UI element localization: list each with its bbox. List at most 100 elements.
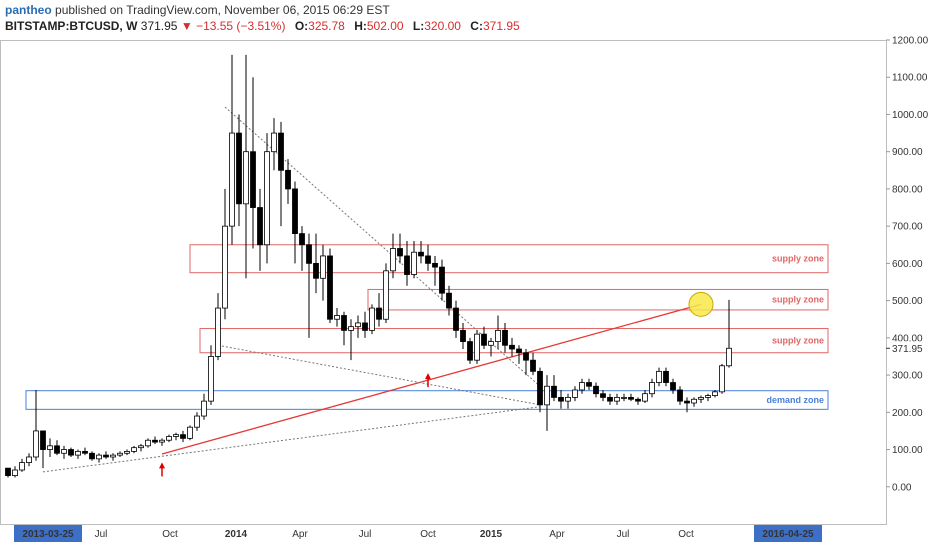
candle[interactable] (628, 393, 634, 402)
candle[interactable] (565, 393, 571, 409)
candle[interactable] (544, 375, 550, 431)
candle[interactable] (355, 315, 361, 338)
candle[interactable] (642, 389, 648, 403)
candle[interactable] (383, 263, 389, 323)
candle[interactable] (26, 453, 32, 467)
candle[interactable] (663, 367, 669, 387)
candle[interactable] (47, 438, 53, 457)
candle[interactable] (684, 397, 690, 413)
candle[interactable] (131, 445, 137, 454)
candle[interactable] (467, 337, 473, 364)
candle[interactable] (208, 345, 214, 405)
candle[interactable] (698, 395, 704, 403)
candle[interactable] (124, 449, 130, 456)
candle[interactable] (712, 389, 718, 398)
candle[interactable] (313, 233, 319, 294)
candle[interactable] (530, 352, 536, 376)
candle[interactable] (138, 443, 144, 452)
candle[interactable] (194, 412, 200, 431)
candle[interactable] (551, 375, 557, 402)
candle[interactable] (614, 393, 620, 405)
candle[interactable] (481, 326, 487, 350)
candle[interactable] (691, 397, 697, 407)
candle[interactable] (5, 467, 11, 478)
candle[interactable] (593, 382, 599, 398)
candle[interactable] (117, 451, 123, 457)
candle[interactable] (166, 434, 172, 443)
candle[interactable] (621, 393, 627, 402)
candle[interactable] (12, 466, 18, 478)
candle[interactable] (159, 438, 165, 446)
candle[interactable] (173, 432, 179, 441)
candle[interactable] (460, 322, 466, 350)
candle[interactable] (677, 386, 683, 405)
candle[interactable] (348, 319, 354, 361)
candle[interactable] (271, 118, 277, 171)
candle[interactable] (705, 393, 711, 402)
candle[interactable] (68, 447, 74, 457)
candle[interactable] (607, 393, 613, 405)
candle[interactable] (719, 363, 725, 394)
candle[interactable] (495, 315, 501, 350)
candle[interactable] (656, 367, 662, 387)
candle[interactable] (278, 121, 284, 227)
candle[interactable] (243, 54, 249, 279)
candle[interactable] (376, 293, 382, 327)
candle[interactable] (180, 430, 186, 443)
candle[interactable] (145, 438, 151, 448)
price-axis[interactable]: 1200.00 1100.00 1000.00 900.00 800.00 700.00 6… (886, 36, 932, 525)
candle[interactable] (201, 393, 207, 420)
candle[interactable] (89, 451, 95, 461)
author-name[interactable]: pantheo (5, 3, 52, 17)
candle[interactable] (285, 159, 291, 204)
candle[interactable] (96, 453, 102, 463)
candle[interactable] (75, 449, 81, 459)
candle[interactable] (33, 389, 39, 461)
candle[interactable] (404, 241, 410, 286)
candle[interactable] (40, 430, 46, 469)
candle[interactable] (299, 226, 305, 271)
symbol-label[interactable]: BITSTAMP:BTCUSD, W (5, 19, 138, 33)
candle[interactable] (222, 188, 228, 320)
candle[interactable] (446, 285, 452, 316)
candle[interactable] (453, 300, 459, 338)
candle[interactable] (474, 330, 480, 364)
candle[interactable] (726, 299, 732, 368)
candle[interactable] (306, 233, 312, 338)
candle[interactable] (670, 378, 676, 394)
candle[interactable] (334, 308, 340, 327)
candle[interactable] (215, 293, 221, 361)
candle[interactable] (432, 255, 438, 286)
candle[interactable] (264, 133, 270, 264)
candle[interactable] (488, 337, 494, 357)
candle[interactable] (523, 349, 529, 376)
candles-layer[interactable] (5, 54, 732, 478)
candle[interactable] (257, 188, 263, 271)
candle[interactable] (390, 233, 396, 279)
candle[interactable] (411, 241, 417, 279)
candle[interactable] (236, 114, 242, 227)
candle[interactable] (292, 181, 298, 264)
candle[interactable] (320, 244, 326, 301)
candle[interactable] (103, 451, 109, 459)
candle[interactable] (425, 244, 431, 271)
candle[interactable] (327, 248, 333, 323)
candle[interactable] (439, 259, 445, 301)
candle[interactable] (152, 436, 158, 444)
candle[interactable] (229, 54, 235, 245)
candle[interactable] (502, 322, 508, 353)
candle[interactable] (110, 453, 116, 461)
candle[interactable] (600, 389, 606, 402)
last-price-marker[interactable]: 371.95 (886, 341, 932, 356)
candle[interactable] (369, 304, 375, 335)
candle[interactable] (54, 440, 60, 456)
candle[interactable] (579, 378, 585, 394)
candle[interactable] (649, 378, 655, 398)
candle[interactable] (362, 311, 368, 338)
candle[interactable] (341, 311, 347, 346)
candle[interactable] (250, 77, 256, 249)
candle[interactable] (635, 397, 641, 405)
candle[interactable] (558, 389, 564, 409)
candle[interactable] (586, 378, 592, 390)
